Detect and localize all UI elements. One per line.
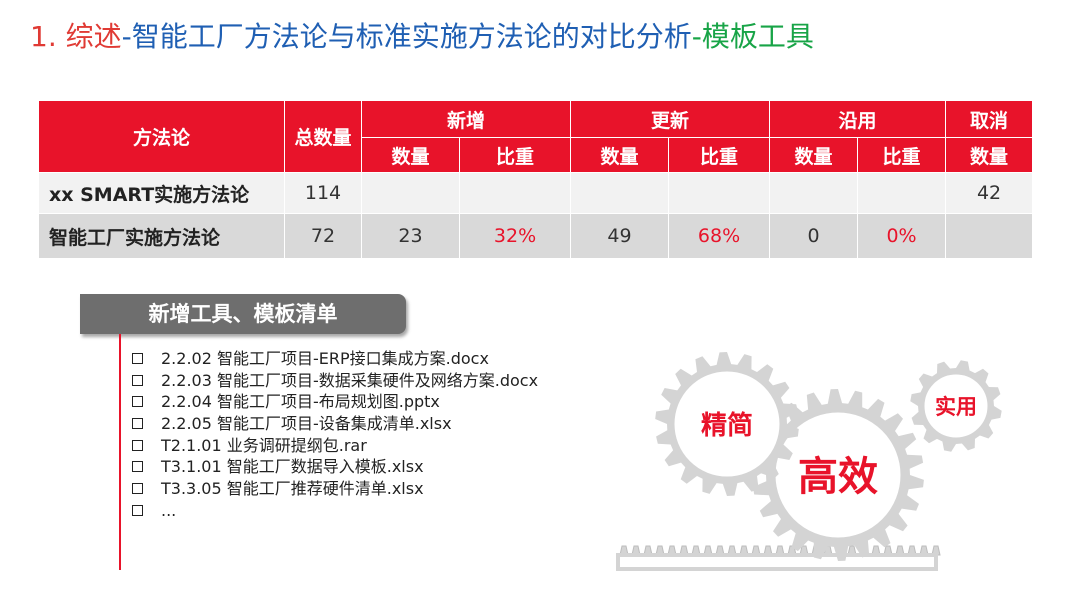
row-cancel-count: 42 <box>945 172 1034 214</box>
slide-title: 1. 综述-智能工厂方法论与标准实施方法论的对比分析-模板工具 <box>30 18 1050 56</box>
comparison-table: 方法论 总数量 新增 更新 沿用 取消 数量 比重 数量 比重 数量 比重 数量… <box>38 100 1034 259</box>
row-upd-count <box>570 172 670 214</box>
list-item: T2.1.01 业务调研提纲包.rar <box>132 435 538 457</box>
list-item-label: 2.2.02 智能工厂项目-ERP接口集成方案.docx <box>161 349 489 368</box>
row-new-ratio: 32% <box>458 213 572 259</box>
list-item-label: 2.2.04 智能工厂项目-布局规划图.pptx <box>161 392 440 412</box>
header-upd-count: 数量 <box>570 137 670 173</box>
header-new-ratio: 比重 <box>458 137 572 173</box>
list-item: T3.3.05 智能工厂推荐硬件清单.xlsx <box>132 478 538 500</box>
gear-left-label: 精简 <box>701 410 753 441</box>
header-methodology: 方法论 <box>38 100 285 173</box>
table-row: xx SMART实施方法论 114 42 <box>38 172 1034 214</box>
row-name: 智能工厂实施方法论 <box>38 213 285 259</box>
header-cancel-count: 数量 <box>945 137 1034 173</box>
row-upd-ratio: 68% <box>668 213 771 259</box>
list-item-label: T3.1.01 智能工厂数据导入模板.xlsx <box>161 457 424 477</box>
list-item-label: T2.1.01 业务调研提纲包.rar <box>161 435 367 455</box>
gears-illustration: 高效 精简 实用 <box>616 352 1002 571</box>
list-item: T3.1.01 智能工厂数据导入模板.xlsx <box>132 456 538 478</box>
row-reuse-ratio: 0% <box>857 213 947 259</box>
list-item-label: ... <box>161 500 177 520</box>
tool-list-heading: 新增工具、模板清单 <box>80 294 406 334</box>
gear-right: 实用 <box>910 360 1002 452</box>
gear-center-label: 高效 <box>798 454 878 500</box>
row-upd-ratio <box>668 172 771 214</box>
list-item-label: 2.2.03 智能工厂项目-数据采集硬件及网络方案.docx <box>161 370 539 390</box>
checkbox-bullet-icon <box>132 439 143 451</box>
row-total: 114 <box>284 172 362 214</box>
gear-rack <box>616 545 941 571</box>
checkbox-bullet-icon <box>132 504 143 516</box>
title-prefix: 1. 综述 <box>30 20 122 53</box>
header-cancelled: 取消 <box>945 100 1034 138</box>
row-reuse-count: 0 <box>769 213 859 259</box>
header-new: 新增 <box>360 100 572 138</box>
header-reuse-ratio: 比重 <box>857 137 947 173</box>
row-name: xx SMART实施方法论 <box>38 172 285 214</box>
header-total: 总数量 <box>284 100 362 173</box>
accent-divider <box>119 334 121 570</box>
row-reuse-count <box>769 172 859 214</box>
table-row: 智能工厂实施方法论 72 23 32% 49 68% 0 0% <box>38 213 1034 259</box>
checkbox-bullet-icon <box>132 353 143 364</box>
checkbox-bullet-icon <box>132 396 143 408</box>
list-item-label: T3.3.05 智能工厂推荐硬件清单.xlsx <box>161 479 424 499</box>
checkbox-bullet-icon <box>132 374 143 386</box>
row-upd-count: 49 <box>570 213 670 259</box>
checkbox-bullet-icon <box>132 461 143 473</box>
row-reuse-ratio <box>857 172 947 214</box>
row-cancel-count <box>945 213 1034 259</box>
tool-list: 2.2.02 智能工厂项目-ERP接口集成方案.docx 2.2.03 智能工厂… <box>132 348 538 522</box>
gear-right-label: 实用 <box>935 395 977 419</box>
list-item: 2.2.02 智能工厂项目-ERP接口集成方案.docx <box>132 348 538 370</box>
title-suffix: -模板工具 <box>691 20 814 53</box>
list-item: 2.2.03 智能工厂项目-数据采集硬件及网络方案.docx <box>132 370 538 392</box>
header-upd-ratio: 比重 <box>668 137 771 173</box>
checkbox-bullet-icon <box>132 418 143 430</box>
row-new-ratio <box>458 172 572 214</box>
list-item: 2.2.04 智能工厂项目-布局规划图.pptx <box>132 391 538 413</box>
header-new-count: 数量 <box>361 137 460 173</box>
list-item: 2.2.05 智能工厂项目-设备集成清单.xlsx <box>132 413 538 435</box>
list-item-label: 2.2.05 智能工厂项目-设备集成清单.xlsx <box>161 414 452 434</box>
checkbox-bullet-icon <box>132 483 143 495</box>
header-reuse-count: 数量 <box>769 137 859 173</box>
title-main: -智能工厂方法论与标准实施方法论的对比分析 <box>121 20 692 53</box>
gear-left: 精简 <box>655 352 799 496</box>
header-updated: 更新 <box>570 100 771 138</box>
row-new-count <box>361 172 460 214</box>
list-item: ... <box>132 500 538 522</box>
row-new-count: 23 <box>361 213 460 259</box>
row-total: 72 <box>284 213 362 259</box>
header-reused: 沿用 <box>769 100 947 138</box>
